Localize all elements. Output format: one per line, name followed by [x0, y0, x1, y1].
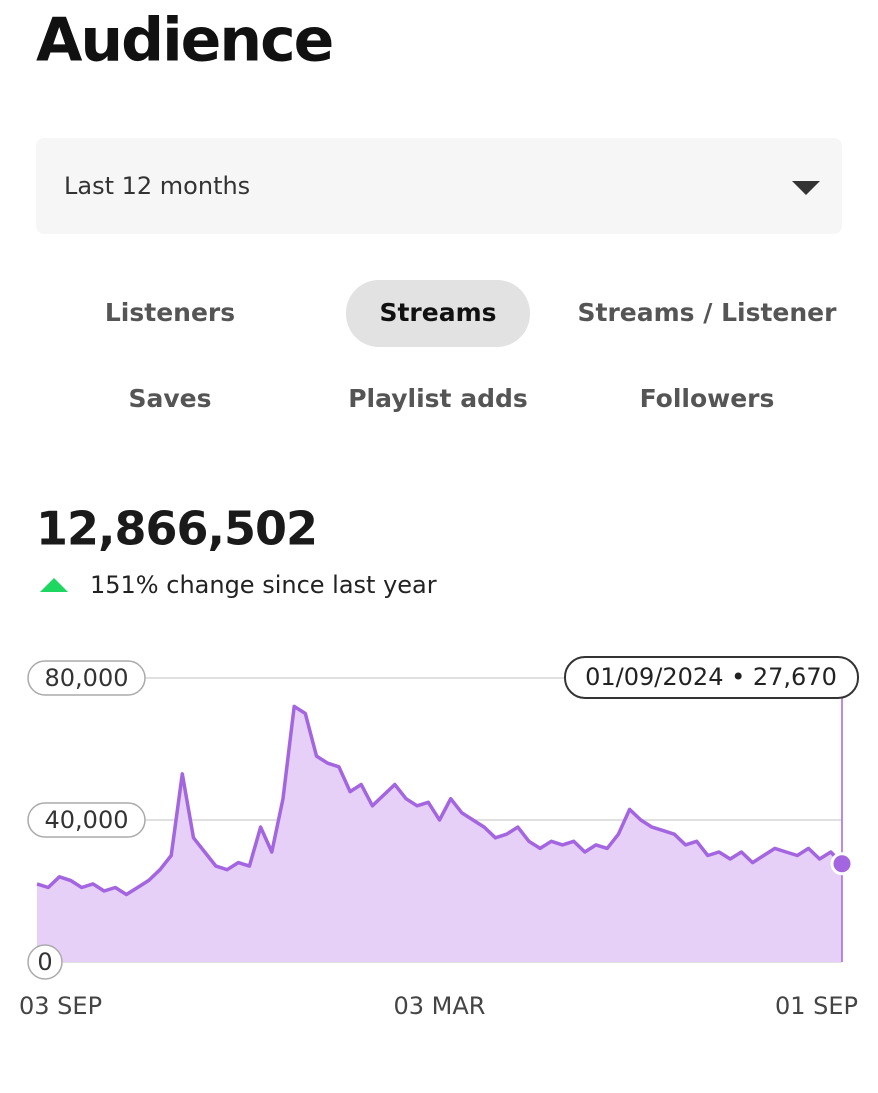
tooltip-box	[564, 656, 859, 699]
page-title: Audience	[36, 6, 332, 76]
tab-selected-bg[interactable]	[346, 280, 530, 347]
change: 151% change since last year	[90, 571, 437, 599]
line	[36, 704, 844, 897]
dropdown-label[interactable]: Last 12 months	[64, 172, 250, 200]
y-tick-pill	[27, 660, 146, 696]
chart: 0 40,000 80,000 01/09/2024 • 27,670 03 SEP 03…	[19, 656, 859, 1020]
total: 12,866,502	[36, 502, 317, 556]
up-arrow	[40, 578, 68, 592]
dropdown-arrow[interactable]	[792, 181, 820, 195]
y-tick-pill	[27, 802, 146, 838]
tab[interactable]: Streams	[379, 298, 496, 327]
x-tick-label: 01 SEP	[775, 992, 858, 1020]
dropdown[interactable]: Last 12 months	[36, 138, 842, 234]
tab[interactable]: Followers	[640, 384, 775, 413]
y-tick-label: 80,000	[45, 664, 129, 692]
tab[interactable]: Playlist adds	[348, 384, 528, 413]
x-tick-label: 03 MAR	[394, 992, 486, 1020]
y-tick-label: 0	[37, 948, 52, 976]
tab[interactable]: Saves	[128, 384, 211, 413]
y-tick-pill	[27, 944, 63, 980]
area	[37, 706, 842, 962]
y-tick-label: 40,000	[45, 806, 129, 834]
tab[interactable]: Listeners	[105, 298, 235, 327]
cursor-dot	[830, 852, 854, 876]
tab[interactable]: Streams / Listener	[578, 298, 838, 327]
tooltip: 01/09/2024 • 27,670	[585, 663, 837, 691]
x-tick-label: 03 SEP	[19, 992, 102, 1020]
dropdown-box[interactable]	[36, 138, 842, 234]
tabs: Listeners Streams Streams / Listener Saves P…	[105, 280, 837, 413]
